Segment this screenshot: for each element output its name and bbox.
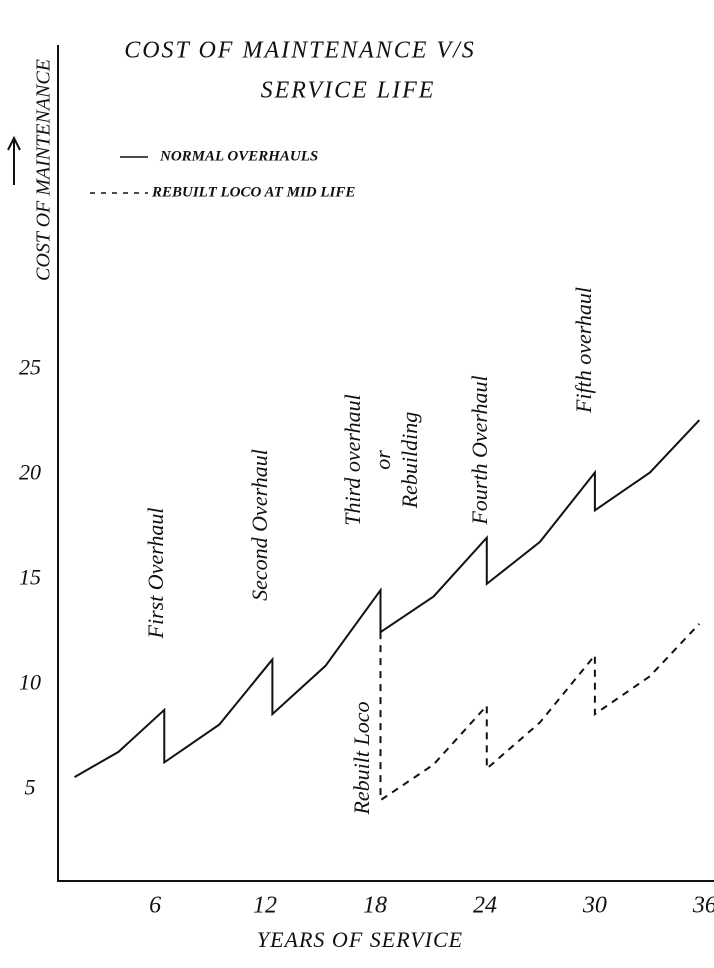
annotation: First Overhaul xyxy=(143,508,168,640)
x-tick-label: 18 xyxy=(363,893,387,919)
x-tick-label: 36 xyxy=(692,893,714,919)
annotation: Fifth overhaul xyxy=(571,287,596,414)
y-axis-label: COST OF MAINTENANCE xyxy=(33,59,55,281)
chart-title: COST OF MAINTENANCE V/S xyxy=(124,38,476,64)
series-line xyxy=(379,623,701,803)
x-axis-label: YEARS OF SERVICE xyxy=(257,927,463,952)
x-tick-label: 30 xyxy=(582,893,607,919)
chart-title: SERVICE LIFE xyxy=(261,78,436,104)
legend-label: REBUILT LOCO AT MID LIFE xyxy=(151,184,355,200)
y-tick-label: 5 xyxy=(25,775,36,800)
x-tick-label: 24 xyxy=(473,893,497,919)
y-tick-label: 25 xyxy=(19,355,41,380)
x-tick-label: 6 xyxy=(149,893,161,919)
annotation: or xyxy=(370,450,395,470)
legend-label: NORMAL OVERHAULS xyxy=(159,148,318,164)
annotation: Second Overhaul xyxy=(247,449,272,601)
series-line xyxy=(73,419,701,778)
y-tick-label: 15 xyxy=(19,565,41,590)
x-tick-label: 12 xyxy=(253,893,277,919)
annotation: Rebuilding xyxy=(397,412,422,510)
y-tick-label: 20 xyxy=(19,460,41,485)
axis-arrow xyxy=(7,135,21,151)
y-tick-label: 10 xyxy=(19,670,41,695)
annotation: Rebuilt Loco xyxy=(349,701,374,815)
annotation: Fourth Overhaul xyxy=(467,375,492,525)
annotation: Third overhaul xyxy=(340,394,365,525)
